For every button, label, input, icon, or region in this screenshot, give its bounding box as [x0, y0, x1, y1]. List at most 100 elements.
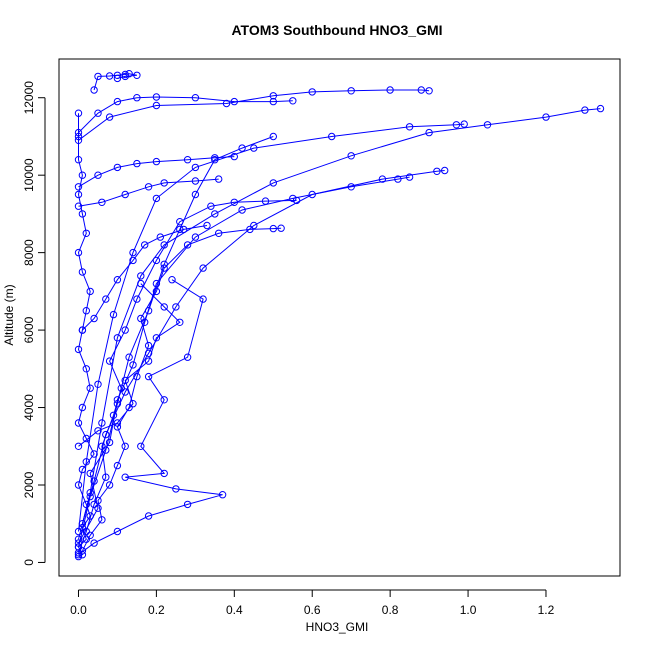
x-tick-label: 1.2: [538, 603, 555, 617]
y-axis: 0 2000 4000 6000 8000 10000 12000: [22, 81, 46, 566]
data-point: [152, 157, 161, 166]
data-point: [129, 248, 137, 257]
data-point: [199, 264, 207, 272]
x-axis-label: HNO3_GMI: [306, 620, 369, 634]
data-point: [90, 539, 98, 547]
data-point: [277, 224, 285, 232]
data-point: [78, 210, 87, 218]
data-point: [90, 86, 98, 94]
data-point: [211, 156, 219, 164]
series-line: [78, 176, 410, 544]
data-point: [74, 202, 83, 210]
data-point: [133, 94, 141, 102]
data-point: [137, 279, 145, 288]
data-point: [74, 551, 83, 559]
data-point: [90, 450, 98, 458]
data-point: [86, 384, 94, 392]
data-point: [250, 221, 258, 230]
data-point: [156, 233, 165, 241]
data-point: [581, 106, 589, 114]
data-point: [211, 210, 219, 218]
data-point: [113, 334, 122, 342]
data-point: [160, 396, 168, 404]
series-line: [77, 113, 95, 558]
data-point: [74, 442, 83, 450]
series-line: [78, 89, 430, 141]
data-point: [238, 206, 246, 214]
data-point: [121, 72, 129, 81]
series-line: [78, 123, 465, 532]
data-point: [199, 295, 207, 303]
x-tick-label: 0.0: [70, 603, 87, 617]
data-point: [191, 163, 200, 172]
y-tick-label: 8000: [22, 239, 36, 266]
data-point: [160, 260, 168, 268]
data-point: [269, 92, 277, 100]
data-point: [386, 86, 394, 94]
data-point: [405, 173, 414, 181]
series-trace: [74, 132, 277, 551]
data-point: [98, 516, 106, 524]
series-trace: [74, 93, 297, 137]
data-point: [152, 101, 161, 110]
data-point: [183, 241, 192, 249]
data-point: [125, 403, 133, 412]
data-point: [121, 326, 129, 334]
series-line: [93, 73, 138, 91]
data-point: [86, 287, 94, 296]
data-point: [441, 166, 449, 175]
data-point: [137, 272, 145, 280]
series-trace: [78, 224, 285, 555]
data-point: [121, 442, 129, 450]
data-point: [144, 349, 153, 357]
y-axis-label: Altitude (m): [2, 284, 16, 345]
data-point: [433, 167, 441, 176]
data-point: [94, 504, 102, 512]
data-point: [113, 71, 122, 80]
series-trace: [74, 86, 433, 145]
data-point: [78, 403, 87, 412]
data-point: [183, 156, 192, 164]
data-point: [596, 104, 605, 113]
data-point: [460, 120, 468, 128]
data-point: [94, 171, 102, 179]
data-point: [191, 233, 200, 241]
series-line: [78, 178, 219, 207]
series-line: [78, 279, 223, 556]
series-trace: [74, 276, 227, 559]
data-point: [94, 380, 102, 388]
data-point: [328, 132, 336, 141]
data-point: [129, 256, 137, 265]
data-series: [74, 70, 605, 561]
data-point: [191, 94, 200, 102]
series-line: [78, 96, 293, 133]
series-line: [82, 225, 208, 331]
data-point: [152, 93, 161, 101]
data-point: [144, 307, 153, 315]
x-tick-label: 0.4: [226, 603, 243, 617]
data-point: [90, 314, 98, 323]
plot-frame: [58, 58, 621, 577]
x-tick-label: 0.6: [304, 603, 321, 617]
series-line: [78, 108, 601, 540]
series-trace: [74, 152, 239, 191]
data-point: [74, 109, 83, 117]
data-point: [113, 400, 122, 408]
data-point: [102, 295, 110, 303]
data-point: [160, 179, 168, 187]
data-point: [137, 314, 145, 323]
data-point: [74, 552, 83, 561]
data-point: [269, 97, 277, 106]
data-point: [144, 341, 153, 350]
data-point: [246, 225, 254, 234]
data-point: [144, 372, 153, 381]
data-point: [98, 419, 106, 427]
data-point: [250, 144, 258, 152]
data-point: [105, 438, 114, 447]
series-line: [78, 283, 181, 447]
data-point: [78, 171, 87, 179]
series-line: [78, 199, 297, 553]
x-axis: 0.0 0.2 0.4 0.6 0.8 1.0 1.2: [70, 589, 555, 617]
data-point: [121, 473, 129, 481]
data-point: [121, 388, 129, 396]
